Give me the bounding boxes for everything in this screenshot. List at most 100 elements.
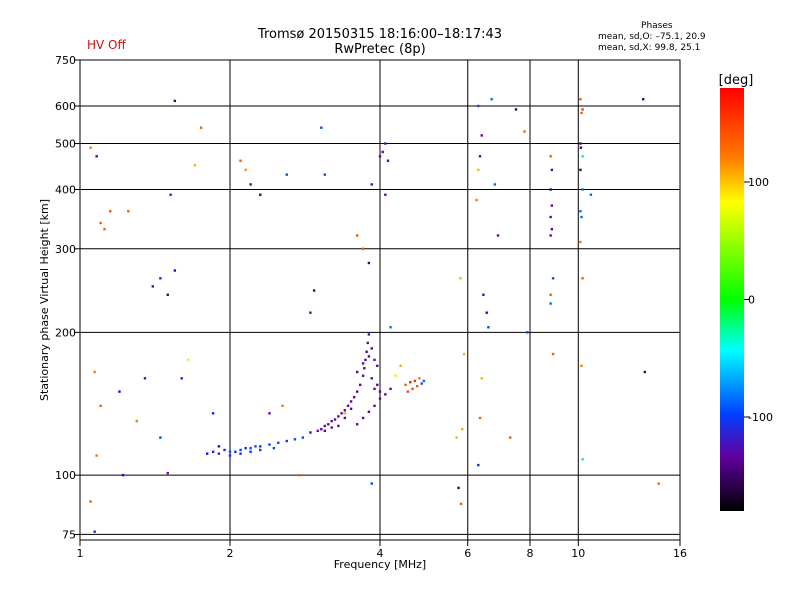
data-point bbox=[480, 134, 483, 137]
data-point bbox=[579, 168, 582, 172]
data-point bbox=[193, 164, 197, 167]
data-point bbox=[514, 108, 518, 111]
data-point bbox=[293, 438, 297, 441]
colorbar-label: [deg] bbox=[719, 73, 754, 88]
data-point bbox=[159, 436, 162, 439]
data-point bbox=[549, 234, 552, 237]
data-point bbox=[550, 227, 554, 231]
data-point bbox=[309, 431, 312, 434]
data-point bbox=[550, 168, 554, 172]
data-point bbox=[378, 390, 382, 393]
data-point bbox=[173, 269, 177, 272]
data-point bbox=[370, 183, 373, 186]
data-point bbox=[480, 377, 483, 380]
data-point bbox=[376, 383, 379, 387]
data-point bbox=[346, 404, 350, 408]
data-point bbox=[205, 452, 209, 455]
data-point bbox=[239, 448, 242, 452]
data-point bbox=[370, 347, 373, 350]
data-point bbox=[478, 416, 482, 420]
data-point bbox=[93, 530, 96, 533]
data-point bbox=[370, 377, 373, 380]
phases-o-mode: mean, sd,O: –75.1, 20.9 bbox=[598, 32, 706, 42]
data-point bbox=[95, 454, 98, 457]
data-point bbox=[551, 352, 555, 356]
data-point bbox=[526, 331, 529, 334]
data-point bbox=[363, 367, 366, 370]
data-point bbox=[523, 130, 526, 133]
data-point bbox=[349, 407, 353, 410]
data-point bbox=[355, 390, 359, 393]
data-point bbox=[579, 98, 582, 101]
data-point bbox=[143, 377, 147, 380]
data-point bbox=[173, 99, 177, 103]
data-point bbox=[268, 412, 271, 415]
data-point bbox=[320, 427, 323, 431]
colorbar-tick-label: 0 bbox=[748, 294, 755, 307]
data-point bbox=[103, 227, 106, 231]
data-point bbox=[579, 210, 582, 213]
data-point bbox=[254, 445, 257, 448]
data-point bbox=[365, 350, 368, 353]
data-point bbox=[121, 473, 125, 477]
plot-frame bbox=[79, 59, 681, 541]
data-point bbox=[580, 364, 583, 368]
colorbar-ticks: 100 0 -100 bbox=[744, 176, 773, 424]
data-point bbox=[127, 210, 130, 213]
data-point bbox=[378, 397, 382, 400]
data-point bbox=[418, 377, 421, 380]
data-point bbox=[285, 439, 288, 443]
y-tick-label: 500 bbox=[55, 138, 76, 151]
data-point bbox=[217, 452, 221, 455]
hv-status-label: HV Off bbox=[87, 38, 126, 52]
chart-title: Tromsø 20150315 18:16:00–18:17:43 RwPret… bbox=[240, 27, 520, 57]
data-point bbox=[477, 168, 480, 172]
x-tick-label: 4 bbox=[377, 547, 384, 560]
data-point bbox=[337, 424, 340, 428]
data-point bbox=[228, 454, 232, 457]
data-point bbox=[551, 277, 555, 280]
data-point bbox=[581, 188, 584, 191]
data-point bbox=[373, 404, 376, 408]
data-point bbox=[373, 387, 376, 391]
data-point bbox=[579, 240, 582, 244]
colorbar-tick-label: 100 bbox=[748, 176, 769, 189]
data-point bbox=[376, 364, 379, 368]
data-point bbox=[477, 463, 480, 467]
data-point bbox=[389, 387, 392, 391]
data-point bbox=[352, 395, 356, 399]
data-point bbox=[581, 108, 584, 111]
data-point bbox=[343, 412, 347, 415]
data-point bbox=[89, 500, 92, 503]
y-tick-label: 75 bbox=[62, 528, 76, 541]
data-point bbox=[337, 415, 340, 418]
data-points bbox=[89, 98, 660, 533]
data-point bbox=[384, 142, 387, 145]
data-point bbox=[485, 311, 488, 314]
data-point bbox=[490, 98, 493, 101]
data-point bbox=[373, 358, 376, 362]
data-point bbox=[166, 471, 169, 475]
data-point bbox=[394, 374, 397, 377]
data-point bbox=[285, 173, 288, 176]
data-point bbox=[217, 445, 221, 448]
title-line-2: RwPretec (8p) bbox=[334, 42, 426, 57]
data-point bbox=[508, 436, 512, 439]
data-point bbox=[93, 370, 96, 374]
y-tick-label: 750 bbox=[55, 54, 76, 67]
data-point bbox=[361, 247, 365, 250]
data-point bbox=[239, 452, 242, 455]
data-point bbox=[330, 426, 333, 429]
data-point bbox=[239, 159, 242, 162]
data-point bbox=[367, 410, 371, 414]
data-point bbox=[199, 126, 203, 129]
data-point bbox=[475, 198, 478, 202]
data-point bbox=[549, 188, 552, 191]
x-tick-label: 2 bbox=[227, 547, 234, 560]
data-point bbox=[461, 427, 464, 431]
x-tick-label: 6 bbox=[464, 547, 471, 560]
data-point bbox=[581, 458, 584, 461]
data-point bbox=[272, 446, 276, 450]
data-point bbox=[277, 441, 280, 445]
